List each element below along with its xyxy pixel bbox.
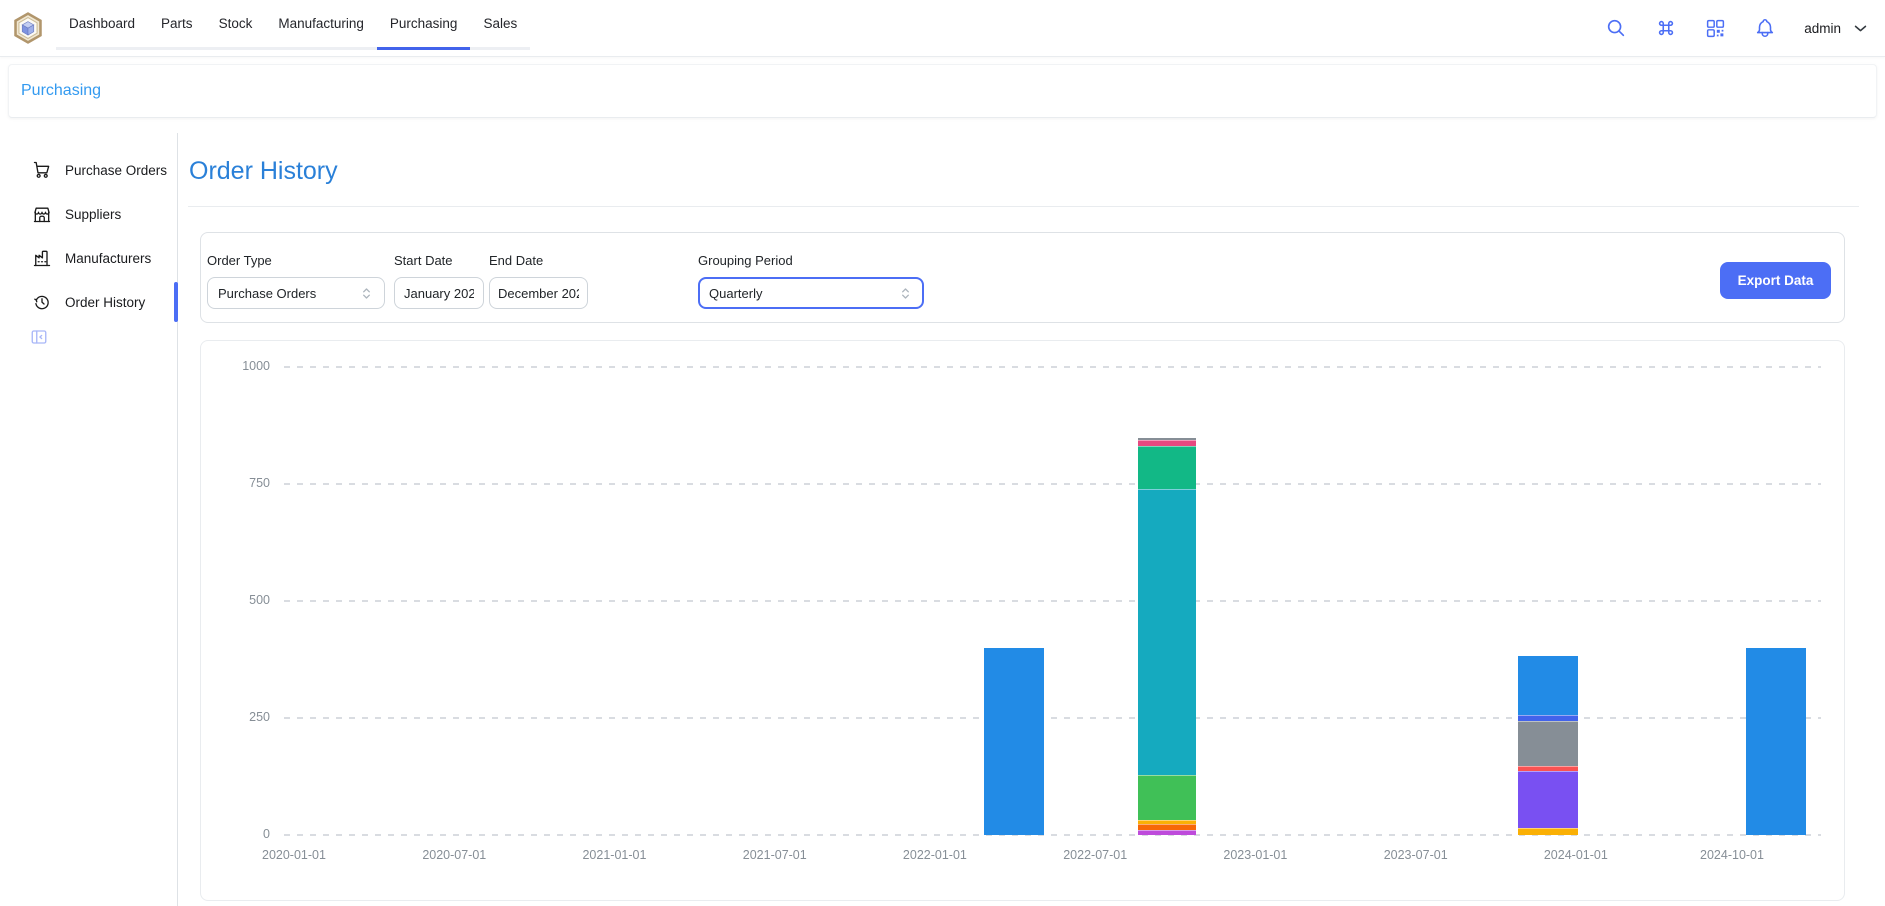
username-label: admin bbox=[1804, 20, 1841, 36]
app-logo-icon[interactable] bbox=[12, 12, 44, 44]
bell-icon[interactable] bbox=[1754, 17, 1776, 39]
x-axis-label: 2023-01-01 bbox=[1223, 848, 1288, 862]
factory-icon bbox=[32, 248, 52, 268]
gridline bbox=[284, 834, 1821, 836]
sidebar-item-label: Manufacturers bbox=[65, 250, 152, 266]
end-date-label: End Date bbox=[489, 253, 544, 268]
chevron-updown-icon bbox=[898, 286, 913, 301]
gridline bbox=[284, 483, 1821, 485]
y-axis-label: 1000 bbox=[242, 359, 270, 373]
bar-segment bbox=[1138, 830, 1196, 835]
sidebar-item-label: Suppliers bbox=[65, 206, 122, 222]
y-axis-label: 250 bbox=[249, 710, 270, 724]
bar-segment bbox=[1518, 720, 1578, 766]
sidebar-divider bbox=[177, 133, 178, 906]
x-axis-label: 2020-07-01 bbox=[422, 848, 487, 862]
sidebar-item-order-history[interactable]: Order History bbox=[8, 280, 177, 324]
qrcode-icon[interactable] bbox=[1705, 18, 1726, 39]
nav-tab-sales[interactable]: Sales bbox=[483, 16, 518, 31]
filter-panel: Order Type Purchase Orders Start Date En… bbox=[200, 232, 1845, 323]
bar-segment bbox=[1138, 440, 1196, 447]
history-icon bbox=[32, 292, 52, 312]
sidebar-collapse-icon[interactable] bbox=[30, 328, 48, 346]
bar-segment bbox=[1138, 820, 1196, 825]
bar-segment bbox=[1518, 828, 1578, 835]
bar-segment bbox=[983, 647, 1044, 835]
y-axis-label: 750 bbox=[249, 476, 270, 490]
bar-segment bbox=[1138, 775, 1196, 820]
bar-segment bbox=[1138, 489, 1196, 775]
order-type-label: Order Type bbox=[207, 253, 272, 268]
sidebar-active-indicator bbox=[174, 282, 178, 322]
chevron-updown-icon bbox=[359, 286, 374, 301]
order-type-value: Purchase Orders bbox=[218, 285, 317, 301]
gridline bbox=[284, 717, 1821, 719]
y-axis-label: 0 bbox=[263, 827, 270, 841]
cart-icon bbox=[32, 160, 52, 180]
command-icon[interactable] bbox=[1655, 17, 1677, 39]
nav-tab-parts[interactable]: Parts bbox=[161, 16, 193, 31]
bar-segment bbox=[1518, 655, 1578, 715]
bar-segment bbox=[1138, 438, 1196, 440]
main-nav: Dashboard Parts Stock Manufacturing Purchasi… bbox=[56, 0, 531, 50]
start-date-label: Start Date bbox=[394, 253, 453, 268]
breadcrumb-bar: Purchasing bbox=[8, 64, 1877, 118]
order-history-chart: 0 250 500 750 1000 2020-01-01 2020-07-01 2021-0… bbox=[200, 340, 1845, 901]
bar-segment bbox=[1138, 824, 1196, 831]
x-axis-label: 2020-01-01 bbox=[262, 848, 326, 862]
sidebar-item-suppliers[interactable]: Suppliers bbox=[8, 192, 177, 236]
sidebar-item-label: Purchase Orders bbox=[65, 162, 168, 178]
x-axis-label: 2022-01-01 bbox=[902, 848, 967, 862]
x-axis-label: 2024-10-01 bbox=[1700, 848, 1764, 862]
sidebar-item-purchase-orders[interactable]: Purchase Orders bbox=[8, 148, 177, 192]
user-menu[interactable]: admin bbox=[1804, 20, 1869, 37]
title-divider bbox=[188, 206, 1859, 207]
nav-tab-dashboard[interactable]: Dashboard bbox=[69, 16, 136, 31]
order-type-select[interactable]: Purchase Orders bbox=[207, 277, 385, 309]
x-axis-label: 2021-01-01 bbox=[582, 848, 647, 862]
grouping-period-select[interactable]: Quarterly bbox=[698, 277, 924, 309]
top-header: Dashboard Parts Stock Manufacturing Purchasi… bbox=[0, 0, 1885, 57]
search-icon[interactable] bbox=[1605, 17, 1627, 39]
start-date-input[interactable] bbox=[394, 277, 484, 309]
export-data-button[interactable]: Export Data bbox=[1720, 262, 1831, 299]
bar-segment bbox=[1746, 647, 1806, 835]
grouping-period-value: Quarterly bbox=[709, 285, 763, 301]
grouping-period-label: Grouping Period bbox=[698, 253, 793, 268]
page-title: Order History bbox=[189, 157, 338, 185]
x-axis-label: 2024-01-01 bbox=[1543, 848, 1608, 862]
chevron-down-icon bbox=[1852, 20, 1869, 37]
breadcrumb-link[interactable]: Purchasing bbox=[21, 82, 102, 99]
gridline bbox=[284, 600, 1821, 602]
store-icon bbox=[32, 204, 52, 224]
gridline bbox=[284, 366, 1821, 368]
bar-segment bbox=[1518, 770, 1578, 828]
end-date-input[interactable] bbox=[489, 277, 588, 309]
nav-tab-manufacturing[interactable]: Manufacturing bbox=[278, 16, 364, 31]
x-axis-label: 2022-07-01 bbox=[1063, 848, 1128, 862]
sidebar-item-label: Order History bbox=[65, 294, 146, 310]
bar-segment bbox=[1138, 446, 1196, 490]
header-actions: admin bbox=[1605, 0, 1869, 56]
bar-segment bbox=[1518, 765, 1578, 771]
bar-segment bbox=[1518, 714, 1578, 721]
nav-tab-stock[interactable]: Stock bbox=[218, 16, 253, 31]
nav-tab-purchasing[interactable]: Purchasing bbox=[376, 0, 471, 50]
y-axis-label: 500 bbox=[249, 593, 270, 607]
sidebar-item-manufacturers[interactable]: Manufacturers bbox=[8, 236, 177, 280]
x-axis-label: 2021-07-01 bbox=[742, 848, 807, 862]
x-axis-label: 2023-07-01 bbox=[1383, 848, 1448, 862]
